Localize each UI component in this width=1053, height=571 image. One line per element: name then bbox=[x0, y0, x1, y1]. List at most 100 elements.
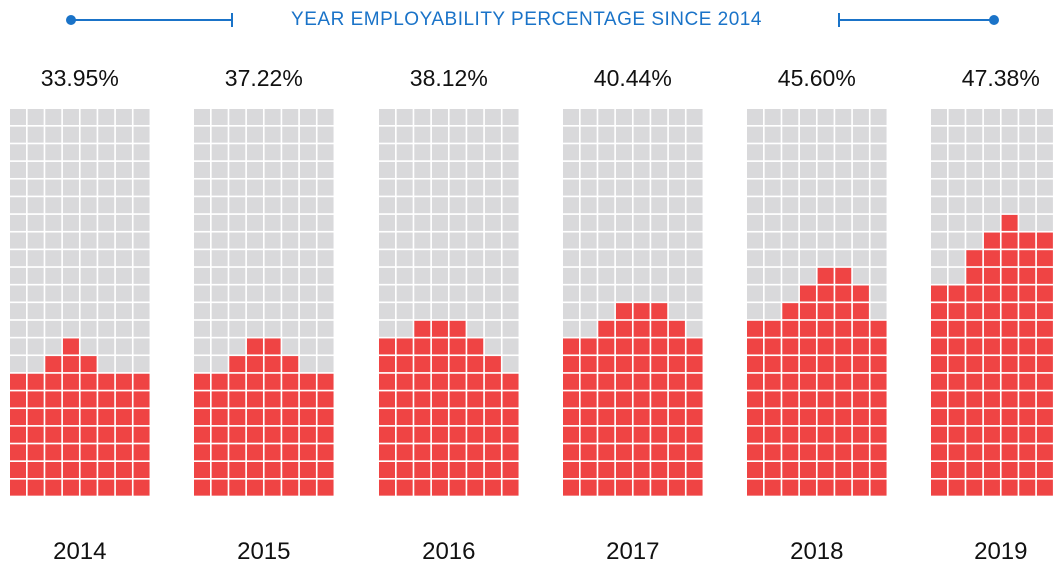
waffle-cell-empty bbox=[467, 126, 484, 143]
waffle-cell-empty bbox=[98, 126, 115, 143]
waffle-cell-empty bbox=[835, 161, 852, 178]
waffle-cell-empty bbox=[194, 161, 210, 178]
waffle-cell-filled bbox=[62, 356, 79, 373]
waffle-cell-empty bbox=[379, 179, 395, 196]
waffle-cell-empty bbox=[282, 232, 299, 249]
waffle-cell-empty bbox=[1019, 197, 1036, 214]
waffle-cell-empty bbox=[782, 109, 799, 125]
waffle-cell-empty bbox=[80, 144, 97, 161]
waffle-cell-filled bbox=[396, 356, 413, 373]
waffle-bar-2015 bbox=[194, 109, 334, 496]
waffle-cell-empty bbox=[27, 161, 44, 178]
waffle-cell-empty bbox=[799, 232, 816, 249]
waffle-cell-filled bbox=[264, 338, 281, 355]
waffle-cell-empty bbox=[98, 285, 115, 302]
waffle-cell-empty bbox=[835, 144, 852, 161]
waffle-cell-filled bbox=[931, 462, 947, 478]
waffle-cell-empty bbox=[598, 161, 615, 178]
waffle-cell-filled bbox=[686, 444, 703, 461]
waffle-cell-empty bbox=[264, 285, 281, 302]
waffle-cell-filled bbox=[1036, 426, 1053, 443]
waffle-cell-empty bbox=[80, 179, 97, 196]
waffle-cell-filled bbox=[1036, 320, 1053, 337]
waffle-cell-empty bbox=[467, 250, 484, 267]
waffle-cell-filled bbox=[870, 426, 887, 443]
waffle-cell-empty bbox=[264, 126, 281, 143]
waffle-cell-filled bbox=[799, 356, 816, 373]
waffle-cell-filled bbox=[799, 479, 816, 496]
waffle-cell-empty bbox=[229, 303, 246, 320]
waffle-cell-empty bbox=[817, 214, 834, 231]
waffle-cell-filled bbox=[966, 356, 983, 373]
waffle-cell-filled bbox=[62, 338, 79, 355]
waffle-cell-filled bbox=[983, 373, 1000, 390]
waffle-cell-filled bbox=[396, 462, 413, 478]
waffle-cell-filled bbox=[948, 373, 965, 390]
waffle-cell-filled bbox=[817, 373, 834, 390]
waffle-cell-filled bbox=[229, 356, 246, 373]
waffle-cell-empty bbox=[502, 126, 519, 143]
waffle-cell-filled bbox=[211, 462, 228, 478]
waffle-cell-empty bbox=[852, 197, 869, 214]
waffle-cell-filled bbox=[835, 285, 852, 302]
waffle-cell-empty bbox=[484, 214, 501, 231]
waffle-cell-filled bbox=[1019, 444, 1036, 461]
waffle-cell-empty bbox=[194, 267, 210, 284]
waffle-cell-filled bbox=[563, 338, 579, 355]
waffle-cell-empty bbox=[668, 161, 685, 178]
waffle-cell-empty bbox=[563, 320, 579, 337]
waffle-cell-filled bbox=[431, 320, 448, 337]
waffle-cell-filled bbox=[133, 409, 150, 426]
waffle-cell-empty bbox=[98, 161, 115, 178]
waffle-cell-empty bbox=[563, 267, 579, 284]
waffle-cell-empty bbox=[747, 303, 763, 320]
waffle-cell-empty bbox=[502, 285, 519, 302]
waffle-cell-filled bbox=[966, 338, 983, 355]
waffle-cell-empty bbox=[651, 267, 668, 284]
waffle-cell-filled bbox=[27, 462, 44, 478]
waffle-cell-empty bbox=[799, 161, 816, 178]
waffle-cell-empty bbox=[211, 356, 228, 373]
waffle-cell-filled bbox=[686, 462, 703, 478]
waffle-cell-filled bbox=[598, 462, 615, 478]
waffle-cell-filled bbox=[747, 444, 763, 461]
waffle-cell-filled bbox=[747, 462, 763, 478]
waffle-cell-empty bbox=[431, 197, 448, 214]
waffle-cell-empty bbox=[633, 161, 650, 178]
waffle-cell-empty bbox=[782, 161, 799, 178]
waffle-cell-filled bbox=[317, 462, 334, 478]
waffle-cell-filled bbox=[633, 479, 650, 496]
waffle-cell-filled bbox=[62, 373, 79, 390]
waffle-cell-empty bbox=[835, 214, 852, 231]
waffle-cell-filled bbox=[379, 462, 395, 478]
waffle-cell-filled bbox=[27, 391, 44, 408]
waffle-cell-filled bbox=[948, 462, 965, 478]
waffle-cell-filled bbox=[379, 391, 395, 408]
waffle-cell-filled bbox=[580, 373, 597, 390]
waffle-cell-empty bbox=[194, 320, 210, 337]
waffle-cell-filled bbox=[45, 409, 62, 426]
waffle-cell-filled bbox=[1019, 426, 1036, 443]
waffle-cell-filled bbox=[246, 373, 263, 390]
waffle-cell-empty bbox=[449, 144, 466, 161]
waffle-cell-filled bbox=[229, 444, 246, 461]
waffle-cell-filled bbox=[764, 320, 781, 337]
waffle-cell-filled bbox=[747, 338, 763, 355]
waffle-cell-empty bbox=[966, 214, 983, 231]
waffle-cell-empty bbox=[931, 232, 947, 249]
waffle-cell-filled bbox=[194, 391, 210, 408]
waffle-cell-filled bbox=[747, 391, 763, 408]
waffle-cell-empty bbox=[651, 285, 668, 302]
waffle-cell-empty bbox=[580, 267, 597, 284]
waffle-cell-empty bbox=[580, 179, 597, 196]
waffle-cell-filled bbox=[211, 426, 228, 443]
waffle-cell-filled bbox=[983, 320, 1000, 337]
waffle-cell-empty bbox=[580, 126, 597, 143]
waffle-cell-filled bbox=[931, 409, 947, 426]
waffle-cell-empty bbox=[870, 285, 887, 302]
waffle-cell-filled bbox=[299, 373, 316, 390]
waffle-cell-empty bbox=[747, 285, 763, 302]
waffle-cell-empty bbox=[484, 320, 501, 337]
waffle-cell-empty bbox=[10, 161, 26, 178]
waffle-cell-empty bbox=[211, 126, 228, 143]
